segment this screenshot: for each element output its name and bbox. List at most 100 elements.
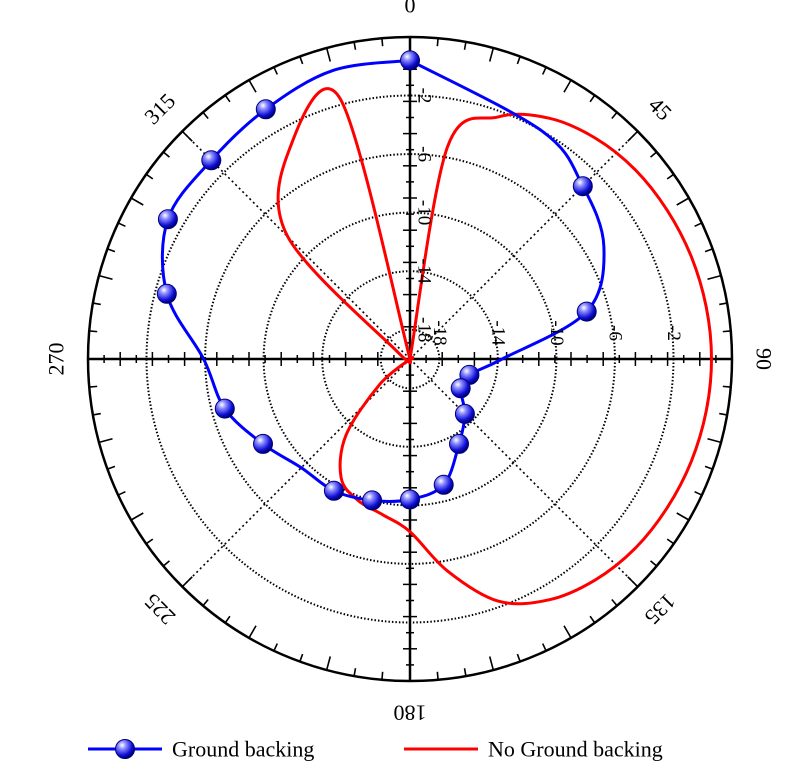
angle-tick bbox=[381, 38, 384, 47]
radial-label: -18 bbox=[414, 317, 435, 342]
angle-label: 225 bbox=[139, 589, 180, 630]
grid-spoke bbox=[409, 358, 639, 588]
angle-tick bbox=[650, 151, 658, 158]
angle-tick bbox=[704, 465, 713, 470]
series-line-no-ground-backing bbox=[276, 87, 713, 606]
angle-label: 180 bbox=[394, 701, 427, 726]
angle-tick bbox=[181, 130, 193, 142]
radial-label: -14 bbox=[414, 259, 435, 285]
angle-tick bbox=[181, 576, 193, 588]
angle-tick bbox=[589, 615, 596, 624]
angle-tick bbox=[92, 302, 101, 306]
grid-spoke bbox=[181, 130, 411, 360]
angle-tick bbox=[516, 653, 521, 662]
angle-label: 315 bbox=[139, 88, 180, 129]
series-layer bbox=[156, 50, 713, 606]
angle-tick bbox=[666, 538, 675, 545]
data-point-ground-backing bbox=[450, 378, 471, 399]
angle-tick bbox=[650, 560, 658, 567]
angle-tick bbox=[488, 47, 495, 62]
data-point-ground-backing bbox=[157, 209, 178, 230]
angle-tick bbox=[611, 599, 618, 607]
angle-tick bbox=[107, 248, 116, 253]
legend-label: Ground backing bbox=[172, 737, 314, 762]
data-point-ground-backing bbox=[433, 474, 454, 495]
angle-tick bbox=[722, 385, 731, 388]
angle-tick bbox=[162, 560, 170, 567]
angle-tick bbox=[722, 330, 731, 333]
angle-tick bbox=[117, 222, 126, 228]
data-point-ground-backing bbox=[576, 301, 597, 322]
angle-tick bbox=[516, 56, 521, 65]
angle-tick bbox=[694, 490, 703, 496]
data-point-ground-backing bbox=[156, 283, 177, 304]
angle-tick bbox=[719, 302, 728, 306]
data-point-ground-backing bbox=[214, 398, 235, 419]
angle-tick bbox=[162, 151, 170, 158]
angle-tick bbox=[627, 576, 639, 588]
angle-tick bbox=[707, 437, 722, 444]
data-point-ground-backing bbox=[400, 50, 420, 71]
angle-tick bbox=[488, 656, 495, 671]
angle-tick bbox=[353, 668, 357, 677]
legend-label: No Ground backing bbox=[488, 737, 663, 762]
radial-label: -14 bbox=[487, 320, 508, 346]
angle-tick bbox=[436, 38, 439, 47]
angle-tick bbox=[563, 79, 572, 93]
angle-tick bbox=[89, 385, 98, 388]
angle-label: 45 bbox=[644, 92, 677, 125]
angle-tick bbox=[130, 512, 144, 521]
angle-tick bbox=[98, 274, 113, 281]
angle-tick bbox=[299, 653, 304, 662]
angle-tick bbox=[145, 173, 154, 180]
data-point-ground-backing bbox=[454, 403, 475, 424]
angle-tick bbox=[353, 41, 357, 50]
radial-label: -2 bbox=[414, 88, 435, 104]
grid-spoke bbox=[181, 358, 411, 588]
angle-tick bbox=[436, 671, 439, 680]
grid-spoke bbox=[409, 130, 639, 360]
angle-tick bbox=[92, 412, 101, 416]
angle-tick bbox=[202, 111, 209, 119]
angle-tick bbox=[299, 56, 304, 65]
angle-tick bbox=[676, 512, 690, 521]
angle-tick bbox=[589, 94, 596, 103]
angle-tick bbox=[224, 615, 231, 624]
radial-label: -18 bbox=[429, 320, 450, 345]
data-point-ground-backing bbox=[255, 99, 276, 120]
angle-tick bbox=[541, 643, 547, 652]
angle-tick bbox=[563, 625, 572, 639]
angle-tick bbox=[98, 437, 113, 444]
data-point-ground-backing bbox=[572, 176, 593, 197]
radial-label: -6 bbox=[414, 146, 435, 162]
angle-tick bbox=[145, 538, 154, 545]
angle-label: 270 bbox=[44, 343, 69, 376]
angle-tick bbox=[463, 668, 467, 677]
radial-label: -6 bbox=[604, 325, 625, 341]
radial-label: -2 bbox=[663, 325, 684, 341]
angle-tick bbox=[325, 47, 332, 62]
angle-tick bbox=[707, 274, 722, 281]
data-point-ground-backing bbox=[362, 490, 383, 511]
angle-tick bbox=[248, 625, 257, 639]
angle-tick bbox=[248, 79, 257, 93]
angle-tick bbox=[381, 671, 384, 680]
radial-label: -10 bbox=[546, 320, 567, 345]
data-point-ground-backing bbox=[323, 480, 344, 501]
angle-tick bbox=[224, 94, 231, 103]
angle-label: 0 bbox=[405, 0, 416, 18]
angle-tick bbox=[463, 41, 467, 50]
angle-tick bbox=[541, 66, 547, 75]
radial-label: -10 bbox=[414, 200, 435, 225]
data-point-ground-backing bbox=[201, 150, 222, 171]
angle-tick bbox=[719, 412, 728, 416]
angle-tick bbox=[611, 111, 618, 119]
data-point-ground-backing bbox=[253, 433, 273, 454]
angle-tick bbox=[273, 643, 279, 652]
angle-tick bbox=[694, 222, 703, 228]
angle-tick bbox=[273, 66, 279, 75]
angle-tick bbox=[704, 248, 713, 253]
angle-tick bbox=[107, 465, 116, 470]
angle-tick bbox=[117, 490, 126, 496]
